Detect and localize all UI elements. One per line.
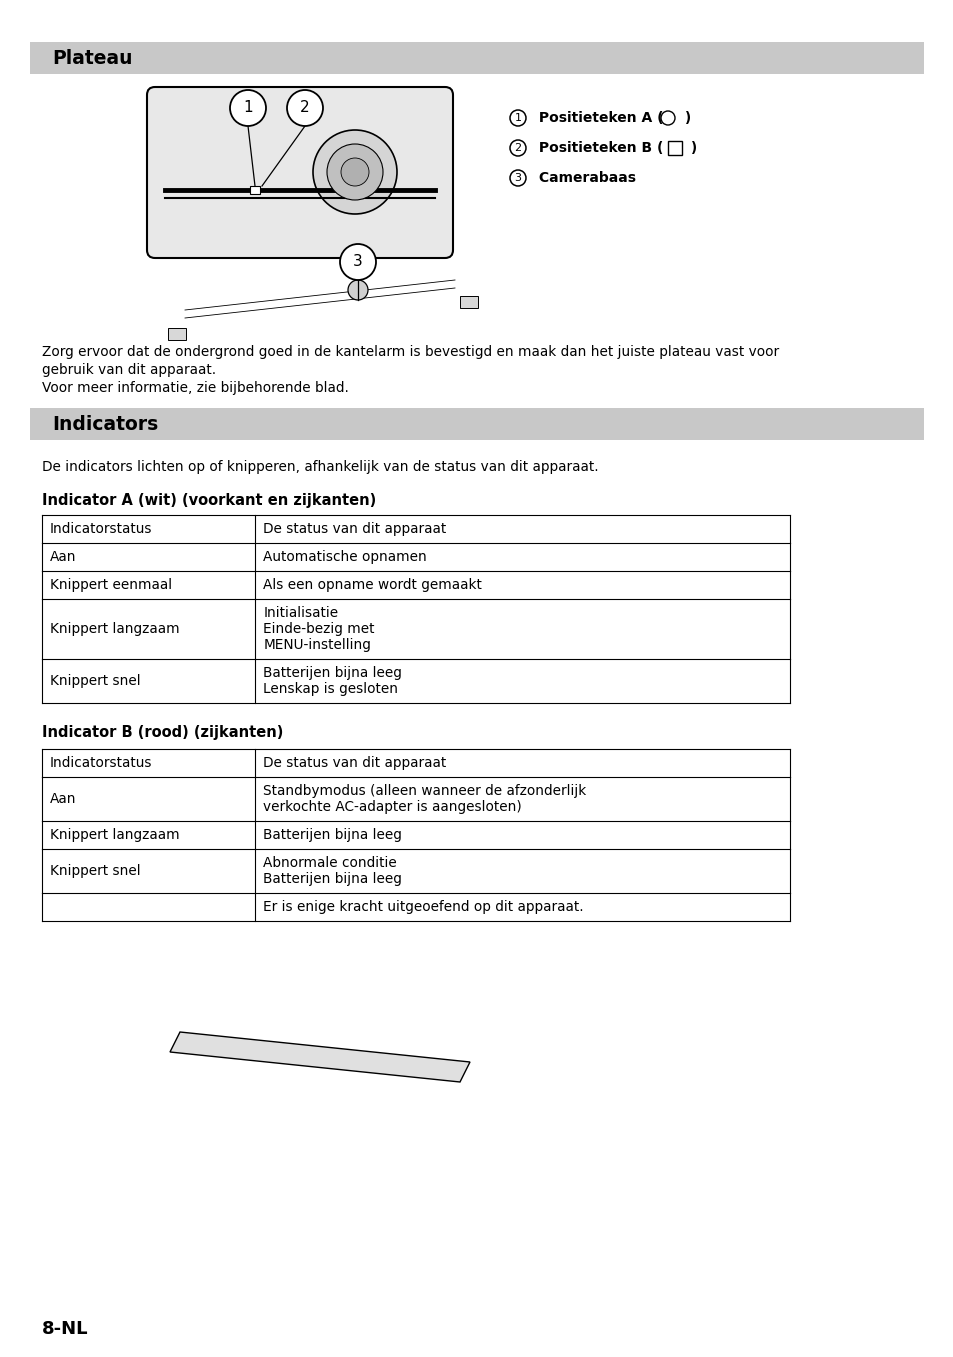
Circle shape [327,144,382,199]
Circle shape [230,90,266,126]
Text: Batterijen bijna leeg: Batterijen bijna leeg [263,873,401,886]
Text: De status van dit apparaat: De status van dit apparaat [263,756,446,769]
Text: Knippert snel: Knippert snel [50,674,140,688]
Circle shape [287,90,323,126]
Circle shape [340,157,369,186]
Text: Er is enige kracht uitgeoefend op dit apparaat.: Er is enige kracht uitgeoefend op dit ap… [263,900,583,915]
Text: Positieteken B (: Positieteken B ( [534,141,662,155]
Text: Aan: Aan [50,792,76,806]
Text: Knippert langzaam: Knippert langzaam [50,622,179,636]
Circle shape [348,280,368,300]
Text: Positieteken A (: Positieteken A ( [534,111,662,125]
Bar [30,42,923,75]
Text: Einde-bezig met: Einde-bezig met [263,622,375,636]
Text: ): ) [679,111,691,125]
Text: Initialisatie: Initialisatie [263,607,338,620]
Text: Indicatorstatus: Indicatorstatus [50,522,152,536]
Text: gebruik van dit apparaat.: gebruik van dit apparaat. [42,364,216,377]
Circle shape [660,111,675,125]
Text: 3: 3 [514,172,521,183]
Text: Indicatorstatus: Indicatorstatus [50,756,152,769]
Text: Lenskap is gesloten: Lenskap is gesloten [263,683,397,696]
Text: Als een opname wordt gemaakt: Als een opname wordt gemaakt [263,578,481,592]
Bar [459,296,477,308]
Text: Plateau: Plateau [52,49,132,68]
Text: Batterijen bijna leeg: Batterijen bijna leeg [263,666,401,680]
Text: Knippert snel: Knippert snel [50,864,140,878]
Circle shape [510,140,525,156]
Text: Knippert langzaam: Knippert langzaam [50,828,179,841]
Text: 2: 2 [300,100,310,115]
Text: Aan: Aan [50,550,76,565]
Text: 1: 1 [243,100,253,115]
Bar [667,141,681,155]
Text: De status van dit apparaat: De status van dit apparaat [263,522,446,536]
Circle shape [510,110,525,126]
Circle shape [339,244,375,280]
Text: De indicators lichten op of knipperen, afhankelijk van de status van dit apparaa: De indicators lichten op of knipperen, a… [42,460,598,474]
Bar [30,408,923,440]
Text: 2: 2 [514,142,521,153]
Text: Indicators: Indicators [52,414,158,433]
Text: Indicator A (wit) (voorkant en zijkanten): Indicator A (wit) (voorkant en zijkanten… [42,493,375,508]
Circle shape [313,130,396,214]
Text: Voor meer informatie, zie bijbehorende blad.: Voor meer informatie, zie bijbehorende b… [42,381,349,395]
FancyBboxPatch shape [147,87,453,258]
Text: 1: 1 [514,113,521,123]
Text: Batterijen bijna leeg: Batterijen bijna leeg [263,828,401,841]
Text: 8-NL: 8-NL [42,1320,89,1338]
Text: Automatische opnamen: Automatische opnamen [263,550,427,565]
Text: 3: 3 [353,255,362,270]
Text: Camerabaas: Camerabaas [534,171,636,185]
Bar [250,186,260,194]
Text: ): ) [685,141,697,155]
Text: verkochte AC-adapter is aangesloten): verkochte AC-adapter is aangesloten) [263,801,521,814]
Text: Zorg ervoor dat de ondergrond goed in de kantelarm is bevestigd en maak dan het : Zorg ervoor dat de ondergrond goed in de… [42,345,779,360]
Text: Knippert eenmaal: Knippert eenmaal [50,578,172,592]
Text: Indicator B (rood) (zijkanten): Indicator B (rood) (zijkanten) [42,725,283,740]
Polygon shape [170,1033,470,1082]
Text: Abnormale conditie: Abnormale conditie [263,856,396,870]
Bar [168,328,186,341]
Circle shape [510,170,525,186]
Text: Standbymodus (alleen wanneer de afzonderlijk: Standbymodus (alleen wanneer de afzonder… [263,784,586,798]
Text: MENU-instelling: MENU-instelling [263,638,371,651]
